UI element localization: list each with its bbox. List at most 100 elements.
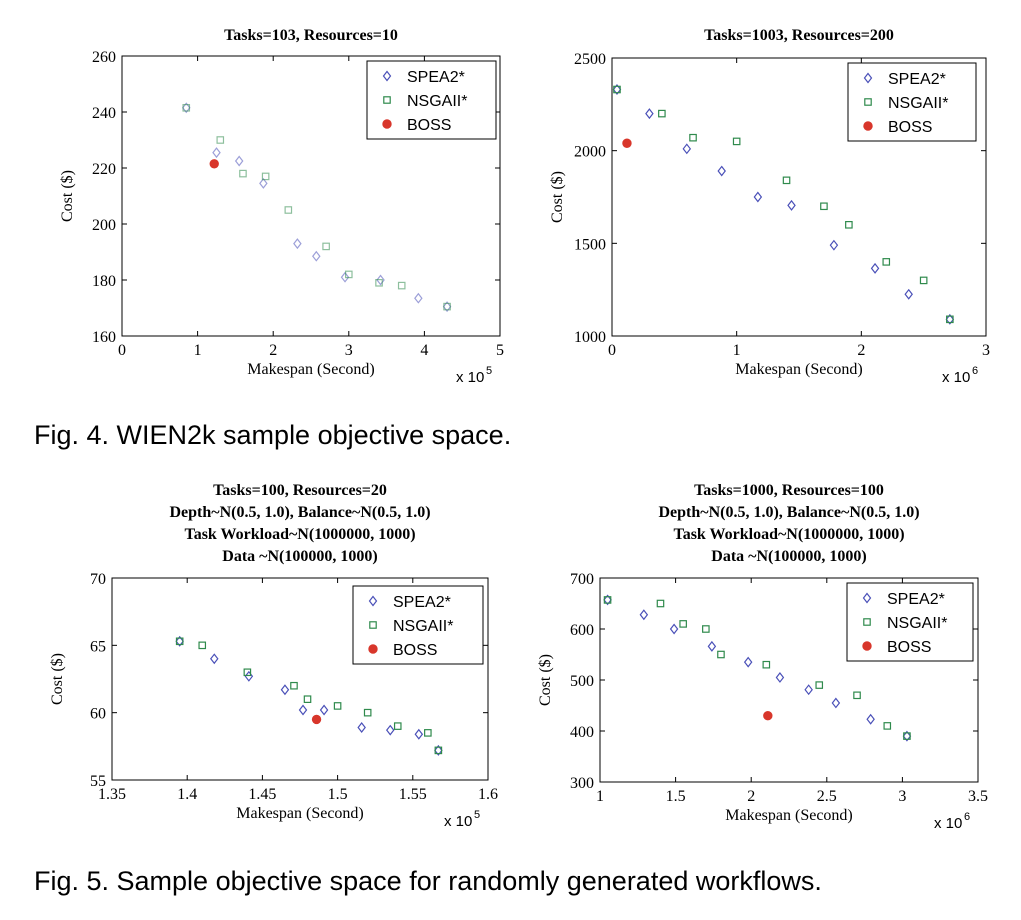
spea2-point <box>357 722 366 733</box>
y-axis-label: Cost ($) <box>549 171 566 223</box>
legend: SPEA2* NSGAII* BOSS <box>366 60 497 140</box>
x-tick-label: 1.45 <box>248 786 276 803</box>
x-axis-label: Makespan (Second) <box>735 361 863 378</box>
x-tick-label: 1.5 <box>328 786 348 803</box>
series-diamond <box>181 102 452 313</box>
nsgaii-point <box>284 206 293 214</box>
nsgaii-point <box>732 137 741 146</box>
x-tick-label: 2 <box>857 342 865 359</box>
series-circle <box>311 714 322 725</box>
spea2-point <box>775 671 785 683</box>
nsgaii-point <box>363 708 372 717</box>
x-multiplier: x 10 <box>456 369 484 386</box>
x-tick-label: 1 <box>194 342 202 359</box>
x-multiplier: x 10 <box>942 369 970 386</box>
nsgaii-point <box>702 625 710 633</box>
spea2-point <box>645 108 654 120</box>
x-tick-label: 3 <box>982 342 990 359</box>
x-tick-label: 3 <box>345 342 353 359</box>
x-tick-label: 3.5 <box>968 788 988 805</box>
legend-entry: NSGAII* <box>887 615 947 632</box>
x-tick-label: 2.5 <box>817 788 837 805</box>
y-tick-label: 70 <box>90 571 106 588</box>
series-square <box>182 103 451 311</box>
nsgaii-point <box>383 96 391 104</box>
legend-entry: SPEA2* <box>393 594 451 611</box>
plot-frame <box>111 577 489 781</box>
spea2-point <box>787 199 796 211</box>
chart-2: Tasks=1003, Resources=200 0 1 2 3 1000 1500 200… <box>549 27 990 386</box>
spea2-point <box>312 250 321 262</box>
chart-3: Tasks=100, Resources=20 Depth~N(0.5, 1.0)… <box>49 482 498 830</box>
fig4-caption: Fig. 4. WIEN2k sample objective space. <box>34 420 512 450</box>
plot-frame <box>121 55 501 337</box>
spea2-point <box>244 670 254 682</box>
chart-title-line: Tasks=1003, Resources=200 <box>704 27 894 44</box>
nsgaii-point <box>919 276 928 285</box>
nsgaii-point <box>656 599 665 608</box>
nsgaii-point <box>182 103 191 112</box>
spea2-point <box>863 72 873 84</box>
nsgaii-point <box>290 681 298 690</box>
x-tick-label: 1.5 <box>666 788 686 805</box>
x-tick-label: 0 <box>608 342 616 359</box>
spea2-point <box>414 728 424 740</box>
x-tick-label: 5 <box>496 342 504 359</box>
y-tick-label: 180 <box>92 273 116 290</box>
chart-title-line: Task Workload~N(1000000, 1000) <box>184 526 415 543</box>
spea2-point <box>717 165 726 177</box>
series-square <box>613 85 954 324</box>
nsgaii-point <box>333 702 342 710</box>
x-tick-label: 4 <box>420 342 428 359</box>
spea2-point <box>280 684 290 696</box>
x-multiplier: x 10 <box>444 813 472 830</box>
legend-entry: NSGAII* <box>888 95 948 112</box>
y-tick-label: 2500 <box>574 51 606 68</box>
nsgaii-point <box>424 729 432 737</box>
spea2-point <box>870 262 880 274</box>
spea2-point <box>862 592 872 604</box>
boss-point <box>763 711 773 721</box>
nsgaii-point <box>345 270 353 279</box>
nsgaii-point <box>603 596 612 604</box>
y-tick-label: 300 <box>570 775 594 792</box>
spea2-point <box>298 704 308 716</box>
spea2-point <box>340 271 350 283</box>
nsgaii-point <box>216 136 225 144</box>
spea2-point <box>612 84 622 95</box>
nsgaii-point <box>883 722 892 730</box>
chart-title-line: Depth~N(0.5, 1.0), Balance~N(0.5, 1.0) <box>658 504 919 521</box>
spea2-point <box>234 155 244 167</box>
boss-point <box>209 159 219 169</box>
spea2-point <box>210 653 219 665</box>
spea2-point <box>831 697 841 709</box>
y-tick-label: 700 <box>570 571 594 588</box>
legend: SPEA2* NSGAII* BOSS <box>847 62 977 142</box>
x-tick-label: 1 <box>733 342 741 359</box>
nsgaii-point <box>375 279 383 287</box>
series-circle <box>763 711 773 721</box>
y-tick-label: 240 <box>92 105 116 122</box>
series-diamond <box>603 594 912 742</box>
y-axis-label: Cost ($) <box>59 170 76 222</box>
x-tick-label: 1.55 <box>399 786 427 803</box>
spea2-point <box>753 191 763 203</box>
chart-title-line: Tasks=100, Resources=20 <box>213 482 387 499</box>
series-diamond <box>175 635 443 756</box>
nsgaii-point <box>322 242 330 251</box>
spea2-point <box>743 656 753 668</box>
legend-entry: SPEA2* <box>407 69 465 86</box>
x-multiplier-exponent: 5 <box>474 809 480 821</box>
x-multiplier-exponent: 5 <box>486 365 492 377</box>
nsgaii-point <box>303 695 312 704</box>
x-tick-label: 2 <box>747 788 755 805</box>
legend: SPEA2* NSGAII* BOSS <box>846 582 974 662</box>
x-tick-label: 1.6 <box>478 786 498 803</box>
fig5-caption: Fig. 5. Sample objective space for rando… <box>34 866 822 896</box>
nsgaii-point <box>243 668 252 677</box>
legend-entry: NSGAII* <box>393 618 453 635</box>
series-diamond <box>612 84 955 325</box>
nsgaii-point <box>903 732 911 740</box>
nsgaii-point <box>397 281 406 290</box>
